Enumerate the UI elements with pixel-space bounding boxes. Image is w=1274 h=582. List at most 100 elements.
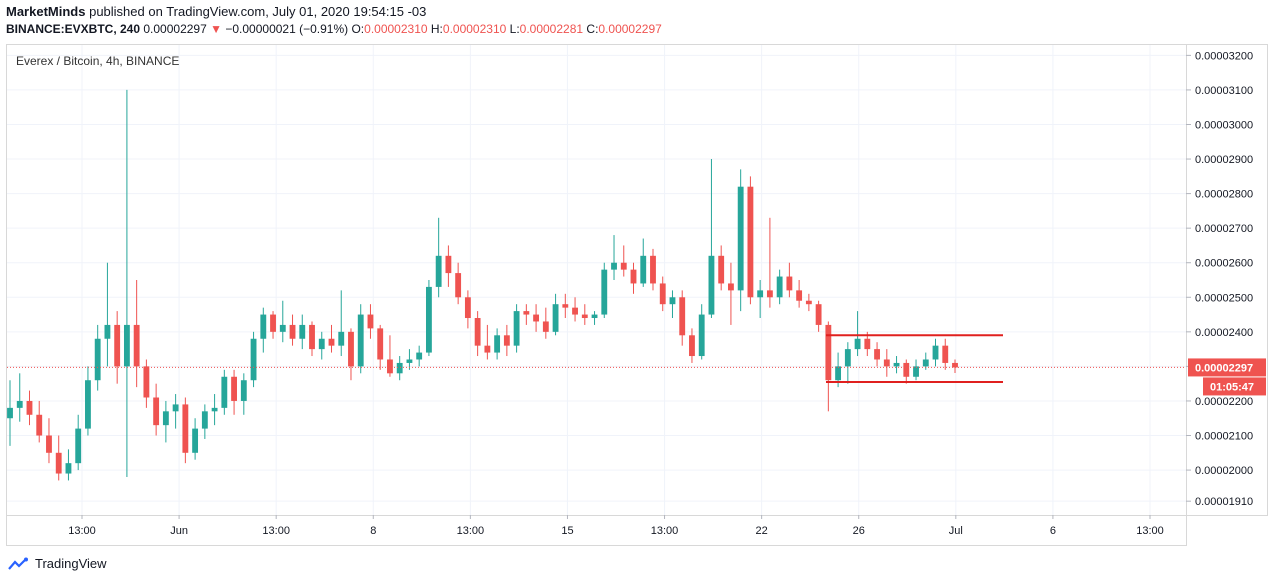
author-name[interactable]: MarketMinds	[6, 4, 86, 19]
price-tick-label: 0.00002500	[1195, 292, 1253, 304]
candle-body	[883, 359, 890, 367]
candle-body	[240, 380, 247, 401]
price-tick-label: 0.00002400	[1195, 327, 1253, 339]
candle-body	[835, 366, 842, 381]
candle-body	[16, 400, 23, 408]
time-tick-label: 8	[370, 525, 376, 537]
candle-body	[611, 262, 617, 270]
candle-body	[640, 255, 647, 284]
candle-body	[533, 314, 540, 322]
candle-body	[572, 307, 578, 315]
candle-body	[55, 452, 62, 474]
candle-body	[503, 335, 510, 346]
price-tick-label: 0.00003200	[1195, 50, 1253, 62]
tradingview-logo[interactable]: TradingView	[8, 556, 107, 571]
candle-body	[309, 324, 315, 350]
chart-pane[interactable]	[6, 44, 1187, 516]
price-tick-label: 0.00002200	[1195, 396, 1253, 408]
candle-body	[562, 304, 569, 308]
candle-body	[260, 314, 267, 339]
candle-body	[854, 338, 861, 350]
candle-body	[94, 338, 101, 381]
candle-body	[85, 380, 91, 429]
candle-body	[747, 186, 754, 298]
candle-body	[552, 304, 559, 332]
candle-body	[455, 273, 462, 298]
ohlc-legend: BINANCE:EVXBTC, 240 0.00002297 ▼ −0.0000…	[6, 22, 662, 36]
candle-body	[133, 324, 140, 367]
price-axis[interactable]	[1187, 44, 1268, 516]
candle-body	[46, 435, 52, 453]
symbol-label: BINANCE:EVXBTC, 240	[6, 22, 141, 36]
price-tick-label: 0.00002700	[1195, 223, 1253, 235]
price-tick-label: 0.00001910	[1195, 496, 1253, 508]
price-tick-label: 0.00002600	[1195, 258, 1253, 270]
time-tick-label: 22	[756, 525, 768, 537]
candle-body	[718, 255, 725, 284]
candle-body	[377, 328, 384, 360]
time-tick-label: Jul	[949, 525, 963, 537]
down-arrow-icon: ▼	[210, 22, 223, 36]
time-tick-label: 13:00	[1136, 525, 1164, 537]
candle-body	[270, 314, 276, 332]
candle-body	[387, 359, 393, 374]
candle-body	[786, 276, 793, 291]
candle-body	[406, 359, 413, 363]
candle-body	[338, 331, 345, 346]
time-axis[interactable]	[6, 516, 1187, 546]
candle-body	[737, 186, 744, 291]
candle-body	[104, 324, 111, 339]
candle-body	[211, 407, 218, 412]
candle-body	[250, 338, 257, 381]
candle-body	[523, 311, 530, 315]
candle-body	[162, 411, 169, 426]
candle-body	[932, 345, 939, 360]
candle-body	[591, 314, 598, 319]
candle-body	[952, 362, 958, 368]
low-label: L:	[509, 22, 520, 36]
candle-body	[357, 314, 364, 367]
candle-body	[299, 324, 306, 339]
candle-body	[893, 362, 900, 367]
candle-body	[445, 255, 452, 274]
candle-body	[7, 407, 13, 419]
candle-body	[679, 297, 686, 336]
candle-body	[669, 297, 676, 305]
branding-text: TradingView	[35, 556, 107, 571]
candle-body	[182, 404, 189, 453]
candle-body	[620, 262, 627, 270]
candle-body	[844, 349, 851, 367]
candle-body	[75, 428, 82, 464]
last-price: 0.00002297	[143, 22, 207, 36]
candle-body	[289, 324, 296, 339]
candle-body	[757, 290, 764, 298]
candle-body	[464, 297, 471, 319]
low-value: 0.00002281	[519, 22, 584, 36]
candle-body	[65, 463, 72, 474]
time-tick-label: 13:00	[68, 525, 96, 537]
price-change: −0.00000021 (−0.91%)	[225, 22, 349, 36]
candle-body	[864, 338, 871, 350]
candle-body	[698, 314, 705, 357]
candle-body	[913, 366, 919, 377]
price-tick-label: 0.00002800	[1195, 189, 1253, 201]
candle-body	[542, 321, 549, 332]
published-text: published on TradingView.com, July 01, 2…	[89, 4, 427, 19]
candle-body	[630, 269, 637, 284]
time-tick-label: 13:00	[651, 525, 679, 537]
candle-body	[728, 283, 734, 291]
candle-body	[474, 318, 481, 346]
candle-body	[416, 352, 423, 360]
candle-body	[815, 304, 822, 325]
candle-body	[172, 404, 179, 412]
candle-body	[903, 362, 910, 377]
price-badge-bg	[1188, 358, 1266, 377]
close-value: 0.00002297	[598, 22, 662, 36]
candle-body	[36, 414, 43, 436]
publish-info: MarketMinds published on TradingView.com…	[6, 4, 426, 19]
price-tick-label: 0.00002000	[1195, 465, 1253, 477]
candle-body	[601, 269, 608, 315]
countdown-badge-bg	[1203, 377, 1266, 396]
countdown-badge: 01:05:47	[1210, 381, 1254, 393]
